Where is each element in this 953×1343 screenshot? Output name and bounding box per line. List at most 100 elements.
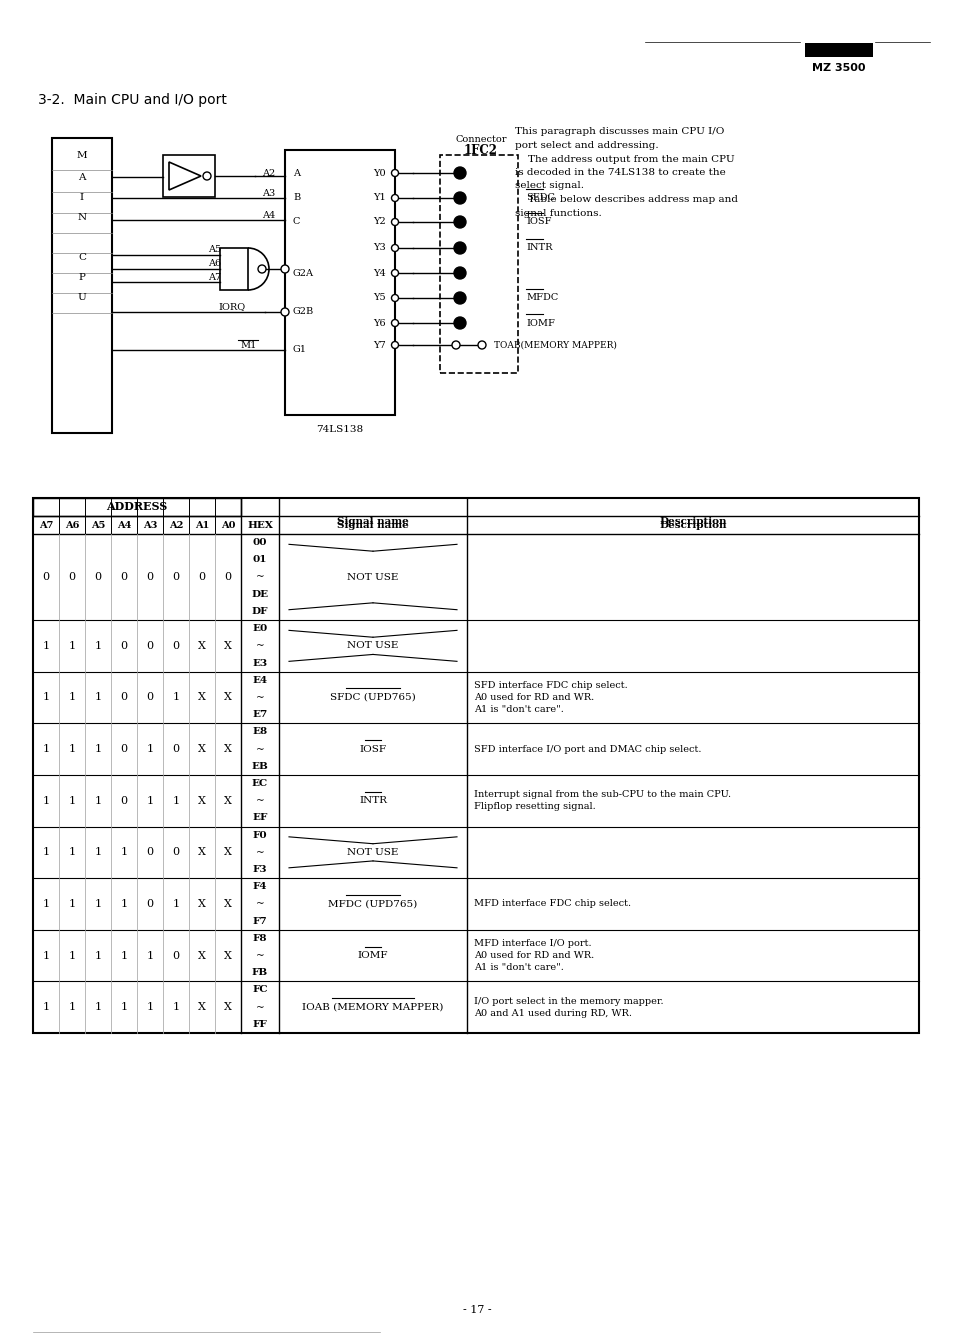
Text: 1: 1 [172,795,179,806]
Text: A4: A4 [116,521,132,529]
Text: A5: A5 [208,246,221,255]
Text: 1: 1 [42,1002,50,1013]
Text: - 17 -: - 17 - [462,1305,491,1315]
Text: MFD interface I/O port.: MFD interface I/O port. [474,939,591,948]
Bar [33,498,241,516]
Circle shape [454,167,465,179]
Text: E3: E3 [253,658,267,667]
Text: 0: 0 [198,572,205,582]
Text: A0 used for RD and WR.: A0 used for RD and WR. [474,951,594,960]
Text: A3: A3 [262,188,275,197]
Text: 1: 1 [146,744,153,753]
Text: Y1: Y1 [373,193,385,203]
Text: Y4: Y4 [373,269,385,278]
Text: A1: A1 [194,521,209,529]
Text: 1: 1 [42,641,50,651]
Text: M1: M1 [240,341,256,349]
Text: X: X [198,951,206,960]
Text: 1: 1 [120,898,128,909]
Text: B: B [293,193,300,203]
Circle shape [454,267,465,279]
Circle shape [391,195,398,201]
Text: 0: 0 [172,572,179,582]
Text: signal functions.: signal functions. [515,208,601,218]
Text: I/O port select in the memory mapper.: I/O port select in the memory mapper. [474,997,663,1006]
Circle shape [281,265,289,273]
Text: 74LS138: 74LS138 [316,424,363,434]
Text: F8: F8 [253,933,267,943]
Text: 1: 1 [146,1002,153,1013]
Text: 0: 0 [120,795,128,806]
Text: X: X [224,847,232,857]
Text: A2: A2 [169,521,183,529]
Text: INTR: INTR [525,243,552,252]
Text: 0: 0 [146,572,153,582]
Text: 1: 1 [172,898,179,909]
Bar [220,248,248,290]
Text: Y2: Y2 [373,218,385,227]
Text: Interrupt signal from the sub-CPU to the main CPU.: Interrupt signal from the sub-CPU to the… [474,790,730,799]
Bar [285,150,395,415]
Text: TOAB(MEMORY MAPPER): TOAB(MEMORY MAPPER) [494,341,617,349]
Text: M: M [76,150,88,160]
Text: The address output from the main CPU: The address output from the main CPU [515,154,734,164]
Text: 1: 1 [42,898,50,909]
Text: X: X [198,641,206,651]
Text: EF: EF [252,814,268,822]
Text: F0: F0 [253,830,267,839]
Text: 0: 0 [120,693,128,702]
Text: 1: 1 [69,951,75,960]
Text: A7: A7 [208,273,221,282]
Text: NOT USE: NOT USE [347,847,398,857]
Text: A0 and A1 used during RD, WR.: A0 and A1 used during RD, WR. [474,1009,631,1018]
Text: 0: 0 [42,572,50,582]
Text: 1: 1 [69,641,75,651]
Text: EB: EB [252,761,268,771]
Text: IOSF: IOSF [525,218,551,227]
Circle shape [391,294,398,301]
Circle shape [454,291,465,304]
Circle shape [391,219,398,226]
Text: 1: 1 [94,641,101,651]
Text: ~: ~ [255,796,264,806]
Text: E8: E8 [253,728,267,736]
Text: EC: EC [252,779,268,788]
Text: A1 is "don't care".: A1 is "don't care". [474,963,563,972]
Text: 0: 0 [120,744,128,753]
Circle shape [391,320,398,326]
Text: 1: 1 [42,951,50,960]
Text: SFD interface I/O port and DMAC chip select.: SFD interface I/O port and DMAC chip sel… [474,744,700,753]
Text: HEX: HEX [247,521,273,529]
Text: This paragraph discusses main CPU I/O: This paragraph discusses main CPU I/O [515,128,723,137]
Text: ~: ~ [255,1003,264,1011]
Text: G1: G1 [293,345,307,355]
Circle shape [257,265,266,273]
Text: 0: 0 [172,951,179,960]
Text: C: C [78,254,86,262]
Text: A5: A5 [91,521,105,529]
Text: Flipflop resetting signal.: Flipflop resetting signal. [474,802,595,811]
Text: 1: 1 [94,1002,101,1013]
Text: ~: ~ [255,642,264,650]
Text: FC: FC [252,986,268,994]
Text: Y3: Y3 [373,243,385,252]
Text: E0: E0 [253,624,268,633]
Text: 1: 1 [146,951,153,960]
Circle shape [391,169,398,176]
Text: INTR: INTR [358,796,387,806]
Text: N: N [77,214,87,223]
Text: ~: ~ [255,847,264,857]
Text: 0: 0 [120,641,128,651]
Text: 0: 0 [224,572,232,582]
Text: 1: 1 [146,795,153,806]
Text: 1: 1 [42,795,50,806]
Text: 1: 1 [120,847,128,857]
Text: DF: DF [252,607,268,616]
Text: 1: 1 [94,898,101,909]
Text: X: X [198,847,206,857]
Text: X: X [198,1002,206,1013]
Text: A: A [78,172,86,181]
Text: F7: F7 [253,917,267,925]
Text: 0: 0 [69,572,75,582]
Text: A0: A0 [220,521,235,529]
